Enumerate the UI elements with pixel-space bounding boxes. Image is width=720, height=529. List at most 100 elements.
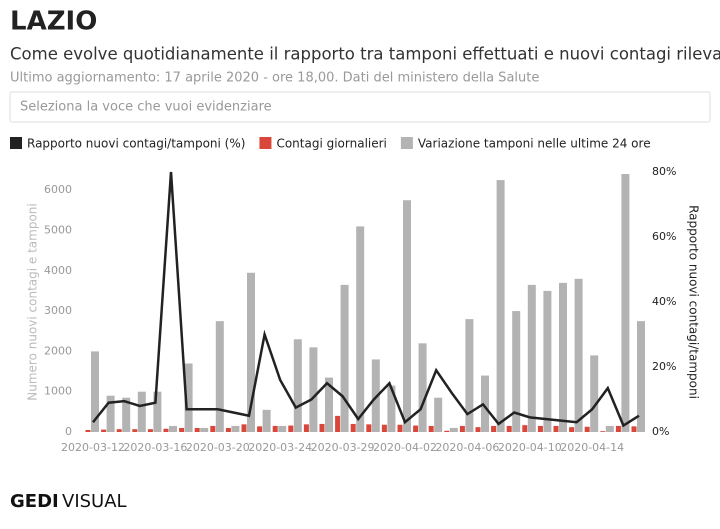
- bar: [475, 427, 481, 432]
- bar: [574, 278, 583, 432]
- bar: [340, 284, 349, 432]
- bar: [132, 429, 138, 432]
- bar: [288, 425, 294, 432]
- bar: [569, 427, 575, 432]
- bar: [241, 424, 247, 432]
- bar: [309, 347, 318, 432]
- bar: [413, 425, 419, 432]
- bar: [366, 424, 372, 432]
- bar: [590, 355, 599, 432]
- bar: [631, 426, 637, 432]
- legend-swatch: [259, 137, 272, 149]
- bar: [459, 425, 465, 432]
- bar: [553, 425, 559, 432]
- bar: [262, 409, 271, 432]
- bar: [200, 427, 209, 432]
- bar: [153, 391, 162, 432]
- bar: [147, 429, 153, 432]
- logo: VISUAL: [62, 491, 127, 512]
- bar: [247, 272, 255, 432]
- bar: [381, 424, 387, 432]
- y-tick-label: 0: [65, 425, 72, 438]
- bar: [496, 180, 505, 432]
- y-tick-label: 1000: [44, 385, 72, 398]
- bar: [387, 385, 396, 432]
- bar: [444, 430, 450, 432]
- bar: [491, 425, 497, 432]
- x-tick-label: 2020-03-16: [123, 441, 187, 454]
- y2-tick-label: 40%: [652, 295, 676, 308]
- bar: [303, 424, 309, 432]
- bar: [397, 424, 403, 432]
- bar: [356, 226, 365, 432]
- bar: [621, 174, 630, 432]
- bar: [600, 431, 606, 432]
- bar: [85, 429, 91, 432]
- x-tick-label: 2020-03-20: [186, 441, 250, 454]
- bar: [101, 429, 107, 432]
- bar: [137, 391, 146, 432]
- y2-tick-label: 80%: [652, 165, 676, 178]
- bar: [325, 377, 333, 432]
- x-tick-label: 2020-04-14: [560, 441, 624, 454]
- bar: [605, 425, 614, 432]
- bar: [210, 425, 216, 432]
- bar: [512, 311, 521, 432]
- bar: [506, 425, 512, 432]
- x-tick-label: 2020-04-10: [498, 441, 562, 454]
- x-tick-label: 2020-03-29: [311, 441, 375, 454]
- bar: [350, 423, 356, 432]
- bar: [615, 425, 621, 432]
- legend-swatch: [400, 137, 413, 149]
- bar: [163, 428, 169, 432]
- bar: [91, 351, 99, 432]
- y2-axis-label: Rapporto nuovi contagi/tamponi: [687, 205, 701, 399]
- bar: [559, 282, 567, 432]
- bar: [434, 397, 443, 432]
- title: LAZIO: [10, 7, 97, 37]
- bar: [184, 363, 193, 432]
- x-tick-label: 2020-03-12: [61, 441, 125, 454]
- bar: [522, 425, 528, 432]
- y-axis-label: Numero nuovi contagi e tamponi: [26, 203, 40, 401]
- legend-label: Rapporto nuovi contagi/tamponi (%): [27, 137, 245, 151]
- note: Ultimo aggiornamento: 17 aprile 2020 - o…: [10, 71, 539, 86]
- bar: [637, 321, 645, 432]
- y2-tick-label: 20%: [652, 360, 676, 373]
- subtitle: Come evolve quotidianamente il rapporto …: [10, 45, 720, 64]
- y2-tick-label: 0%: [652, 425, 669, 438]
- x-tick-label: 2020-04-06: [435, 441, 499, 454]
- y-tick-label: 2000: [44, 344, 72, 357]
- legend-label: Contagi giornalieri: [276, 137, 386, 151]
- y-tick-label: 5000: [44, 223, 72, 236]
- bar: [428, 425, 434, 432]
- bar: [335, 415, 341, 432]
- bar: [584, 426, 590, 432]
- bar: [278, 425, 287, 432]
- bar: [543, 290, 552, 432]
- bar: [179, 427, 185, 432]
- bar: [293, 339, 302, 432]
- bar: [418, 343, 427, 432]
- bar: [106, 395, 115, 432]
- bar: [215, 321, 224, 432]
- line: [92, 171, 640, 428]
- bar: [465, 319, 474, 432]
- bar: [231, 425, 240, 432]
- y2-tick-label: 60%: [652, 230, 676, 243]
- y-tick-label: 6000: [44, 183, 72, 196]
- bar: [537, 425, 543, 432]
- legend-swatch: [10, 137, 22, 149]
- bar: [527, 284, 536, 432]
- bar: [257, 426, 263, 432]
- bar: [225, 427, 231, 432]
- bar: [272, 425, 278, 432]
- logo: GEDI: [10, 491, 59, 512]
- y-tick-label: 4000: [44, 264, 72, 277]
- bar: [449, 427, 458, 432]
- bar: [481, 375, 489, 432]
- search-placeholder[interactable]: Seleziona la voce che vuoi evidenziare: [20, 100, 272, 115]
- search-box[interactable]: [9, 91, 711, 123]
- bar: [116, 429, 122, 432]
